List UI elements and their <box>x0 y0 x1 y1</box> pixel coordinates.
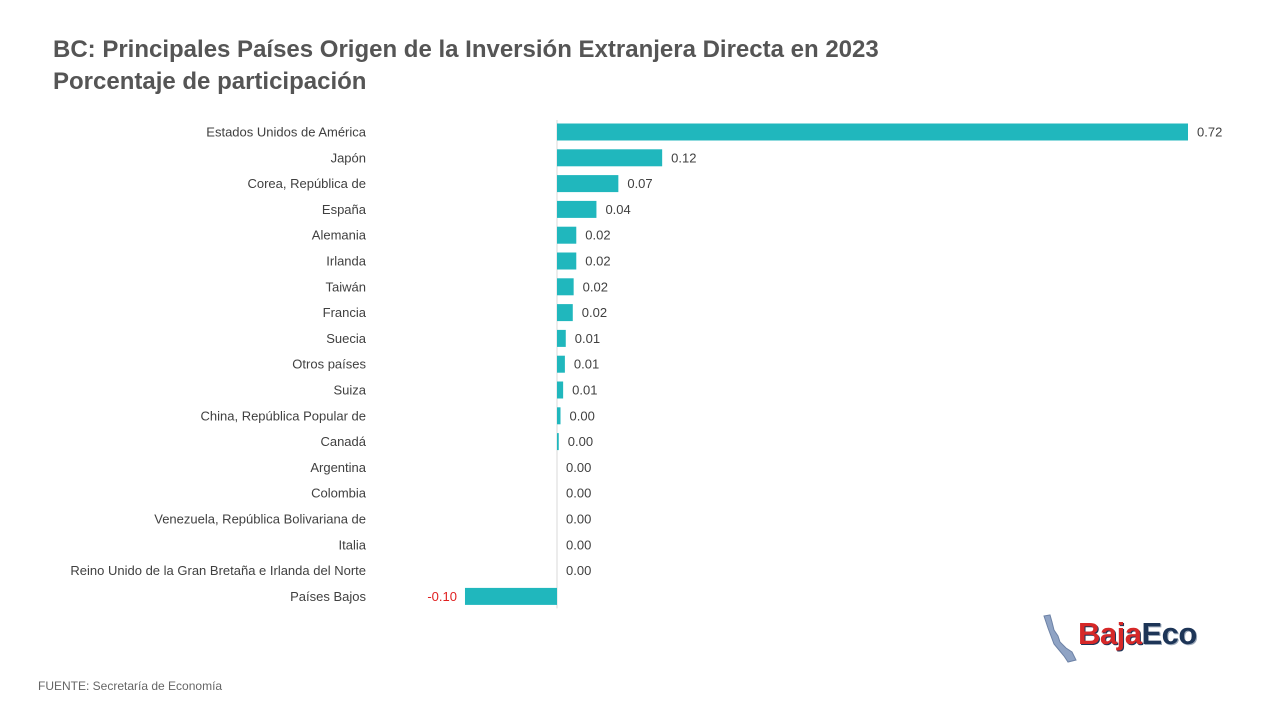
value-label: 0.72 <box>1197 125 1222 140</box>
value-label: 0.04 <box>605 202 630 217</box>
bar <box>557 175 619 193</box>
category-label: Corea, República de <box>247 176 366 191</box>
bar <box>557 200 597 218</box>
bar <box>557 149 663 167</box>
source-note: FUENTE: Secretaría de Economía <box>38 679 223 693</box>
bar <box>464 587 557 605</box>
bar <box>557 226 577 244</box>
category-label: Suecia <box>326 331 367 346</box>
category-label: Italia <box>339 537 367 552</box>
category-label: Irlanda <box>326 254 367 269</box>
category-label: Otros países <box>292 357 366 372</box>
value-label: 0.02 <box>585 228 610 243</box>
category-label: Colombia <box>311 486 367 501</box>
bar <box>557 381 564 399</box>
value-label: 0.12 <box>671 150 696 165</box>
value-label: 0.00 <box>566 460 591 475</box>
category-label: Suiza <box>333 383 366 398</box>
value-label: 0.02 <box>583 279 608 294</box>
value-label: 0.01 <box>572 383 597 398</box>
value-label: 0.07 <box>627 176 652 191</box>
bar <box>557 278 574 296</box>
bar <box>557 123 1188 141</box>
value-label: -0.10 <box>427 589 457 604</box>
category-label: Venezuela, República Bolivariana de <box>154 512 366 527</box>
category-label: Taiwán <box>326 279 366 294</box>
chart-subtitle: Porcentaje de participación <box>53 68 367 95</box>
category-label: Canadá <box>320 434 366 449</box>
value-label: 0.01 <box>574 357 599 372</box>
bar <box>557 433 559 451</box>
value-label: 0.02 <box>582 305 607 320</box>
value-label: 0.00 <box>566 537 591 552</box>
value-label: 0.00 <box>566 563 591 578</box>
bar <box>557 329 566 347</box>
category-label: Japón <box>331 150 366 165</box>
value-label: 0.00 <box>566 486 591 501</box>
category-label: Alemania <box>312 228 367 243</box>
bar <box>557 407 561 425</box>
value-label: 0.00 <box>566 512 591 527</box>
bar <box>557 252 577 270</box>
value-label: 0.00 <box>568 434 593 449</box>
chart-title-line1: BC: Principales Países Origen de la Inve… <box>53 36 879 63</box>
value-label: 0.01 <box>575 331 600 346</box>
logo-text-eco: Eco <box>1141 616 1197 651</box>
value-label: 0.00 <box>570 408 595 423</box>
category-label: Reino Unido de la Gran Bretaña e Irlanda… <box>70 563 366 578</box>
bajaeco-logo: BajaEco <box>1042 612 1217 664</box>
value-label: 0.02 <box>585 254 610 269</box>
category-label: China, República Popular de <box>201 408 367 423</box>
category-label: Estados Unidos de América <box>206 125 366 140</box>
logo-wordmark: BajaEco <box>1078 616 1197 652</box>
chart-title: BC: Principales Países Origen de la Inve… <box>53 34 879 98</box>
category-label: Países Bajos <box>290 589 366 604</box>
category-label: Argentina <box>310 460 366 475</box>
baja-california-map-icon <box>1043 614 1077 663</box>
logo-text-baja: Baja <box>1078 616 1142 651</box>
category-label: España <box>322 202 367 217</box>
category-label: Francia <box>323 305 367 320</box>
bar <box>557 355 565 373</box>
bar <box>557 304 573 322</box>
